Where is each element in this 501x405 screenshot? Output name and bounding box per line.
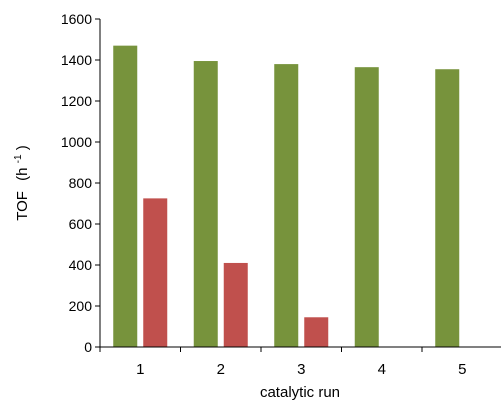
y-tick-label-400: 400 xyxy=(69,257,93,273)
y-axis-label-unit: (h xyxy=(14,168,31,181)
x-tick-label-2: 2 xyxy=(217,361,225,378)
y-axis-label: TOF (h -1 ) xyxy=(8,145,31,221)
bar-run-4-series-1 xyxy=(354,67,379,348)
x-axis-label: catalytic run xyxy=(260,384,340,400)
y-tick-label-600: 600 xyxy=(69,216,93,232)
bar-run-3-series-2 xyxy=(304,317,329,347)
x-tick-label-3: 3 xyxy=(297,361,305,378)
y-tick-label-800: 800 xyxy=(69,175,93,191)
y-axis-label-main: TOF xyxy=(14,191,31,221)
x-tick-label-5: 5 xyxy=(458,361,466,378)
y-tick-label-0: 0 xyxy=(84,339,92,355)
y-tick-label-1400: 1400 xyxy=(61,52,92,68)
bar-run-1-series-1 xyxy=(113,45,138,348)
y-axis-label-unit-close: ) xyxy=(14,145,31,150)
y-tick-label-1600: 1600 xyxy=(61,11,92,27)
y-axis-label-unit-exponent: -1 xyxy=(13,154,24,163)
bar-run-2-series-1 xyxy=(193,61,218,348)
y-tick-label-200: 200 xyxy=(69,298,93,314)
x-tick-label-1: 1 xyxy=(136,361,144,378)
x-tick-label-4: 4 xyxy=(378,361,386,378)
bar-run-5-series-1 xyxy=(435,69,460,347)
bars-layer xyxy=(113,45,460,348)
axes-layer: 0 200 400 600 800 1000 1200 1400 1600 1 2 3 4 5 xyxy=(61,11,501,378)
bar-run-1-series-2 xyxy=(143,198,168,347)
bar-run-3-series-1 xyxy=(274,64,299,347)
y-tick-label-1000: 1000 xyxy=(61,134,92,150)
y-tick-label-1200: 1200 xyxy=(61,93,92,109)
bar-run-2-series-2 xyxy=(223,262,248,347)
